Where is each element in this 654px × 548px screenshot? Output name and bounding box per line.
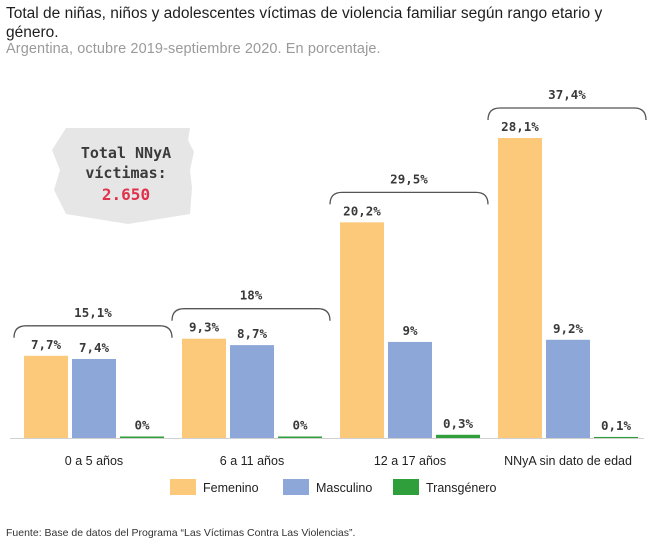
data-label-femenino-nnya-sin-dato-de-edad: 28,1%	[501, 119, 539, 134]
bar-group-0-a-5-anos: 7,7% 7,4% 0% 15,1% 0 a 5 años	[13, 305, 173, 468]
category-label-0-a-5-anos: 0 a 5 años	[65, 454, 123, 468]
group-bracket-nnya-sin-dato-de-edad	[487, 107, 647, 121]
legend-swatch-masculino	[283, 479, 309, 495]
data-label-femenino-0-a-5-anos: 7,7%	[31, 337, 62, 352]
bar-masculino-12-a-17-anos	[388, 341, 432, 438]
legend-swatch-femenino	[170, 479, 196, 495]
legend-label-transgenero: Transgénero	[426, 481, 496, 495]
data-label-femenino-12-a-17-anos: 20,2%	[343, 203, 381, 218]
data-label-masculino-0-a-5-anos: 7,4%	[79, 340, 110, 355]
group-total-6-a-11-anos: 18%	[240, 288, 263, 303]
source-note: Fuente: Base de datos del Programa “Las …	[6, 527, 356, 539]
data-label-masculino-12-a-17-anos: 9%	[402, 323, 418, 338]
bar-transgenero-nnya-sin-dato-de-edad	[594, 436, 638, 438]
bar-femenino-0-a-5-anos	[24, 355, 68, 438]
legend-label-femenino: Femenino	[203, 481, 259, 495]
group-bracket-6-a-11-anos	[171, 308, 331, 321]
legend-item-femenino: Femenino	[170, 479, 259, 495]
group-bracket-12-a-17-anos	[329, 191, 489, 205]
bar-masculino-nnya-sin-dato-de-edad	[546, 339, 590, 438]
data-label-transgenero-0-a-5-anos: 0%	[134, 418, 150, 433]
bar-masculino-6-a-11-anos	[230, 345, 274, 438]
callout-value: 2.650	[102, 185, 150, 204]
bar-group-6-a-11-anos: 9,3% 8,7% 0% 18% 6 a 11 años	[171, 288, 331, 468]
chart-subtitle: Argentina, octubre 2019-septiembre 2020.…	[6, 41, 381, 57]
chart-marks: 7,7% 7,4% 0% 15,1% 0 a 5 años 9,3% 8,7% 0% 18% 6 …	[10, 87, 647, 468]
bar-transgenero-12-a-17-anos	[436, 434, 480, 438]
category-label-nnya-sin-dato-de-edad: NNyA sin dato de edad	[504, 454, 632, 468]
bar-group-12-a-17-anos: 20,2% 9% 0,3% 29,5% 12 a 17 años	[329, 171, 489, 468]
data-label-transgenero-12-a-17-anos: 0,3%	[443, 416, 474, 431]
bar-group-nnya-sin-dato-de-edad: 28,1% 9,2% 0,1% 37,4% NNyA sin dato de edad	[487, 87, 647, 468]
bar-femenino-nnya-sin-dato-de-edad	[498, 138, 542, 438]
category-label-12-a-17-anos: 12 a 17 años	[374, 454, 446, 468]
data-label-transgenero-nnya-sin-dato-de-edad: 0,1%	[601, 418, 632, 433]
legend-item-transgenero: Transgénero	[393, 479, 496, 495]
bar-transgenero-0-a-5-anos	[120, 436, 164, 438]
total-callout: Total NNyA víctimas: 2.650	[52, 128, 194, 224]
bar-transgenero-6-a-11-anos	[278, 436, 322, 438]
data-label-transgenero-6-a-11-anos: 0%	[292, 418, 308, 433]
callout-line2: víctimas:	[85, 164, 166, 182]
callout-shape	[52, 128, 194, 224]
group-total-12-a-17-anos: 29,5%	[390, 171, 428, 186]
group-bracket-0-a-5-anos	[13, 325, 173, 338]
group-total-nnya-sin-dato-de-edad: 37,4%	[548, 87, 586, 102]
category-label-6-a-11-anos: 6 a 11 años	[220, 454, 284, 468]
callout-line1: Total NNyA	[81, 144, 171, 162]
data-label-masculino-nnya-sin-dato-de-edad: 9,2%	[553, 321, 584, 336]
bar-masculino-0-a-5-anos	[72, 358, 116, 438]
data-label-masculino-6-a-11-anos: 8,7%	[237, 326, 268, 341]
bar-femenino-12-a-17-anos	[340, 222, 384, 438]
bar-femenino-6-a-11-anos	[182, 338, 226, 438]
group-total-0-a-5-anos: 15,1%	[74, 305, 112, 320]
legend-item-masculino: Masculino	[283, 479, 372, 495]
chart-title: Total de niñas, niños y adolescentes víc…	[6, 5, 603, 41]
data-label-femenino-6-a-11-anos: 9,3%	[189, 320, 220, 335]
chart-legend: Femenino Masculino Transgénero	[170, 479, 496, 495]
legend-swatch-transgenero	[393, 479, 419, 495]
legend-label-masculino: Masculino	[316, 481, 372, 495]
